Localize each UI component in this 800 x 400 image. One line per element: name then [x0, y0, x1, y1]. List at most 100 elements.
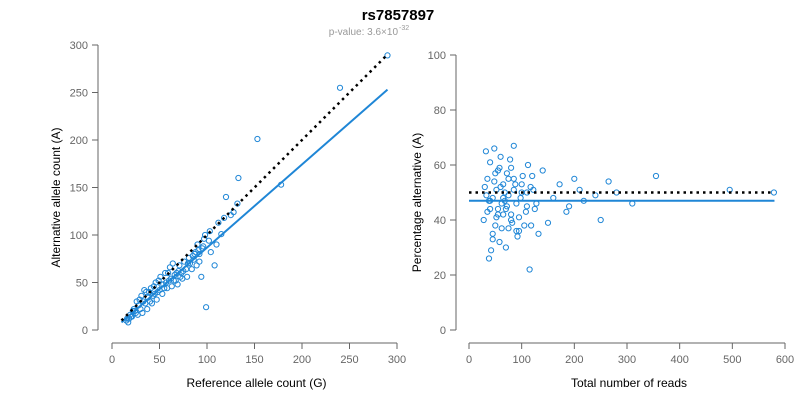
- data-point: [483, 192, 490, 199]
- data-point: [153, 296, 160, 303]
- data-point: [503, 203, 510, 210]
- data-point: [195, 247, 202, 254]
- data-point: [539, 167, 546, 174]
- x-tick-label: 100: [198, 354, 216, 366]
- x-tick-label: 150: [245, 354, 263, 366]
- data-point: [518, 181, 525, 188]
- data-point: [484, 175, 491, 182]
- data-point: [487, 205, 494, 213]
- data-point: [482, 148, 489, 155]
- data-point: [513, 227, 520, 235]
- x-tick-label: 0: [466, 354, 472, 366]
- data-point: [205, 237, 212, 244]
- data-point: [524, 161, 532, 169]
- data-point: [494, 211, 502, 218]
- data-point: [138, 292, 145, 299]
- x-axis-title: Reference allele count (G): [186, 376, 326, 390]
- plot-panel-1: 0 50 100 150 200 250 300 0 50 100 150 200 250 300 Refe…: [49, 40, 406, 390]
- x-axis-title: Total number of reads: [571, 376, 687, 390]
- data-point: [502, 205, 509, 213]
- data-point: [529, 172, 536, 180]
- data-point: [166, 264, 173, 271]
- data-point: [203, 304, 210, 311]
- y-tick-label: 250: [70, 88, 88, 100]
- fit-line: [120, 88, 389, 324]
- x-tick-label: 300: [388, 354, 406, 366]
- y-axis-title: Percentage alternative (A): [410, 133, 424, 272]
- data-point: [500, 211, 507, 218]
- data-point: [508, 211, 515, 218]
- y-tick-label: 0: [82, 325, 88, 337]
- data-point: [563, 208, 570, 215]
- y-tick-label: 150: [70, 183, 88, 195]
- data-point: [652, 172, 660, 180]
- y-tick-label: 0: [440, 325, 446, 337]
- data-point: [522, 208, 530, 215]
- y-tick-label: 100: [70, 230, 88, 242]
- data-point: [169, 260, 176, 267]
- x-tick-label: 200: [565, 354, 583, 366]
- y-tick-label: 300: [70, 40, 88, 52]
- data-point: [480, 216, 487, 224]
- data-point: [159, 290, 166, 297]
- chart-title: rs7857897: [362, 7, 435, 24]
- data-point: [512, 181, 519, 188]
- data-point: [510, 186, 517, 193]
- data-point: [605, 178, 612, 185]
- data-point: [489, 236, 496, 243]
- data-point: [222, 193, 230, 201]
- data-point: [519, 172, 526, 180]
- data-point: [521, 222, 528, 229]
- data-point: [535, 230, 542, 237]
- data-point: [494, 167, 502, 174]
- data-point: [188, 266, 195, 273]
- data-point: [487, 159, 494, 166]
- data-point: [508, 216, 515, 224]
- data-point: [150, 283, 157, 290]
- pvalue-exponent: -32: [399, 25, 409, 32]
- data-point: [211, 262, 218, 269]
- data-point: [544, 219, 552, 226]
- data-point: [198, 273, 205, 280]
- data-point: [502, 244, 509, 251]
- y-tick-label: 200: [70, 135, 88, 147]
- data-point: [254, 135, 261, 143]
- y-axis-title: Alternative allele count (A): [49, 127, 63, 267]
- x-tick-label: 600: [776, 354, 794, 366]
- data-point: [207, 249, 214, 256]
- x-tick-label: 200: [293, 354, 311, 366]
- data-point: [556, 181, 563, 188]
- x-tick-label: 300: [618, 354, 636, 366]
- data-point: [157, 273, 164, 280]
- data-point: [515, 214, 523, 221]
- data-point: [174, 281, 181, 288]
- data-point: [491, 145, 498, 152]
- data-point: [384, 52, 391, 59]
- data-point: [510, 142, 517, 149]
- data-point: [336, 84, 344, 91]
- data-point: [146, 288, 153, 296]
- data-point: [505, 175, 512, 182]
- plot-panel-2: 0 100 200 300 400 500 600 0 20 40 60 80 100 Total num…: [410, 50, 794, 390]
- data-point: [235, 174, 242, 182]
- data-point: [491, 178, 498, 185]
- data-point: [507, 156, 514, 163]
- data-point: [489, 230, 496, 237]
- data-point: [194, 241, 201, 248]
- data-point: [134, 311, 141, 318]
- data-point: [191, 250, 198, 258]
- data-point: [571, 175, 578, 182]
- x-tick-label: 100: [512, 354, 530, 366]
- data-point: [613, 189, 620, 196]
- data-point: [503, 170, 510, 177]
- data-point: [215, 219, 222, 226]
- data-point: [185, 254, 192, 261]
- y-tick-label: 40: [434, 215, 446, 227]
- pvalue-label: p-value: 3.6×10: [329, 27, 399, 38]
- data-point: [497, 153, 504, 160]
- data-point: [508, 164, 515, 171]
- data-point: [496, 238, 503, 246]
- data-point: [149, 292, 156, 299]
